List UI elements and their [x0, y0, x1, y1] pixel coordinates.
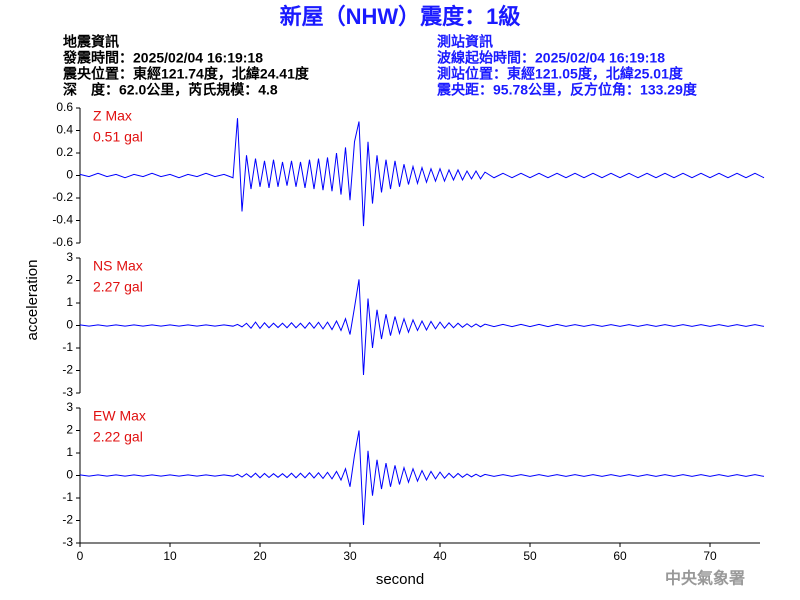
info-line: 震央位置：東經121.74度，北緯24.41度: [62, 66, 310, 82]
x-tick-label: 70: [703, 549, 717, 563]
x-tick-label: 40: [433, 549, 447, 563]
info-line: 震央距：95.78公里，反方位角：133.29度: [436, 82, 698, 98]
info-line: 深 度：62.0公里，芮氏規模：4.8: [63, 82, 278, 98]
y-tick-label: 3: [66, 250, 73, 264]
y-tick-label: 1: [66, 445, 73, 459]
y-tick-label: -3: [62, 385, 73, 399]
credit: 中央氣象署: [665, 569, 745, 588]
panel-name: Z Max: [93, 108, 132, 124]
panel-name: NS Max: [93, 258, 143, 274]
y-tick-label: 3: [66, 400, 73, 414]
x-tick-label: 60: [613, 549, 627, 563]
panel-name: EW Max: [93, 408, 146, 424]
right-info: 測站資訊 波線起始時間：2025/02/04 16:19:18 測站位置：東經1…: [436, 34, 698, 98]
x-tick-label: 20: [253, 549, 267, 563]
y-tick-label: 2: [66, 273, 73, 287]
panel-max: 2.22 gal: [93, 429, 143, 445]
y-tick-label: -1: [62, 490, 73, 504]
x-tick-label: 30: [343, 549, 357, 563]
waveform: [79, 430, 765, 526]
x-tick-label: 50: [523, 549, 537, 563]
x-axis-label: second: [376, 571, 424, 588]
panel-max: 0.51 gal: [93, 129, 143, 145]
panel-max: 2.27 gal: [93, 279, 143, 295]
y-tick-label: -0.6: [52, 235, 73, 249]
info-line: 地震資訊: [63, 34, 119, 50]
info-line: 波線起始時間：2025/02/04 16:19:18: [437, 50, 665, 66]
info-line: 測站位置：東經121.05度，北緯25.01度: [437, 66, 684, 82]
left-info: 地震資訊 發震時間：2025/02/04 16:19:18 震央位置：東經121…: [62, 34, 310, 98]
y-tick-label: 0: [66, 168, 73, 182]
x-tick-label: 0: [77, 549, 84, 563]
y-tick-label: 0.2: [56, 145, 73, 159]
y-tick-label: -0.2: [52, 190, 73, 204]
y-tick-label: 0: [66, 318, 73, 332]
y-tick-label: -3: [62, 535, 73, 549]
y-tick-label: 1: [66, 295, 73, 309]
y-tick-label: 0.4: [56, 123, 73, 137]
y-tick-label: -1: [62, 340, 73, 354]
y-tick-label: -0.4: [52, 213, 73, 227]
info-line: 測站資訊: [437, 34, 493, 50]
y-tick-label: -2: [62, 513, 73, 527]
y-axis-label: acceleration: [24, 260, 41, 341]
y-tick-label: 2: [66, 423, 73, 437]
waveform: [79, 279, 765, 376]
y-tick-label: 0: [66, 468, 73, 482]
info-line: 發震時間：2025/02/04 16:19:18: [62, 50, 263, 66]
x-tick-label: 10: [163, 549, 177, 563]
y-tick-label: -2: [62, 363, 73, 377]
y-tick-label: 0.6: [56, 100, 73, 114]
waveform: [79, 118, 765, 227]
chart-title: 新屋（NHW）震度：1級: [280, 4, 521, 29]
